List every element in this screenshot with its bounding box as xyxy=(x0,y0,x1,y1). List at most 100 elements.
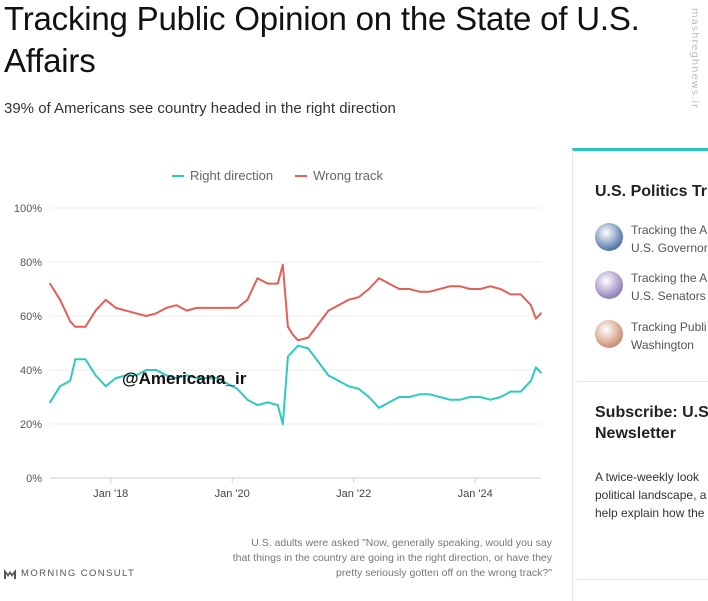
data-point xyxy=(357,296,360,298)
data-point xyxy=(84,358,87,361)
line-chart: 0% 20% 40% 60% 80% 100% Jan '18 Jan '20 Jan '22 J… xyxy=(14,203,542,500)
legend-item-right-direction[interactable]: Right direction xyxy=(172,168,273,183)
data-point xyxy=(327,374,330,377)
brand-logo[interactable]: MORNING CONSULT xyxy=(4,568,135,579)
data-point xyxy=(185,374,188,377)
data-point xyxy=(69,320,72,323)
y-tick-label: 40% xyxy=(20,365,42,377)
sidebar-item-title[interactable]: Tracking Publi xyxy=(631,320,707,334)
side-watermark: mashreghnews.ir xyxy=(689,8,700,110)
data-point xyxy=(459,285,461,288)
data-point xyxy=(226,382,229,385)
sidebar-item-subtitle: Washington xyxy=(631,338,694,352)
newsletter-text-line: help explain how the xyxy=(595,506,705,520)
data-point xyxy=(281,263,284,266)
data-point xyxy=(398,396,401,398)
data-point xyxy=(206,307,208,309)
legend-swatch-icon xyxy=(295,174,308,177)
y-tick-label: 80% xyxy=(20,257,42,269)
legend-label: Right direction xyxy=(190,168,274,183)
data-point xyxy=(69,379,72,382)
data-point xyxy=(357,388,360,390)
series-line-wrong-track xyxy=(49,263,542,342)
data-point xyxy=(266,401,269,404)
data-point xyxy=(449,398,451,401)
data-point xyxy=(195,377,198,379)
data-point xyxy=(418,290,421,293)
data-point xyxy=(428,290,431,293)
data-point xyxy=(287,325,289,328)
data-point xyxy=(165,374,168,377)
data-point xyxy=(307,347,310,350)
data-point xyxy=(469,396,471,398)
sidebar-item-senators[interactable]: Tracking the A U.S. Senators xyxy=(595,269,707,305)
newsletter-text-line: political landscape, a xyxy=(595,488,707,502)
data-point xyxy=(206,377,208,379)
data-point xyxy=(185,309,188,312)
data-point xyxy=(489,285,492,288)
newsletter-description: A twice-weekly look political landscape,… xyxy=(595,468,706,522)
sidebar-item-text: Tracking the A U.S. Governor xyxy=(631,221,708,257)
data-point xyxy=(175,304,178,307)
data-point xyxy=(408,396,411,398)
data-point xyxy=(509,390,512,393)
chart-panel: 0% 20% 40% 60% 80% 100% Jan '18 Jan '20 Jan '22 J… xyxy=(0,148,563,598)
data-point xyxy=(236,388,239,390)
data-point xyxy=(246,298,249,301)
data-point xyxy=(297,339,299,342)
data-point xyxy=(388,282,390,285)
x-tick-label: Jan '22 xyxy=(336,488,371,500)
y-tick-label: 100% xyxy=(14,203,42,215)
data-point xyxy=(135,374,138,377)
newsletter-title-line: Newsletter xyxy=(595,425,676,442)
data-point xyxy=(540,312,542,315)
data-point xyxy=(155,369,158,371)
data-point xyxy=(509,293,512,296)
data-point xyxy=(281,423,284,425)
data-point xyxy=(535,317,537,320)
x-tick-label: Jan '18 xyxy=(93,488,128,500)
data-point xyxy=(337,304,340,307)
data-point xyxy=(418,393,421,396)
data-point xyxy=(175,377,178,379)
y-tick-label: 0% xyxy=(26,473,42,485)
sidebar-item-title[interactable]: Tracking the A xyxy=(631,223,708,237)
data-point xyxy=(535,366,537,369)
legend-item-wrong-track[interactable]: Wrong track xyxy=(295,168,383,183)
data-point xyxy=(479,396,482,398)
newsletter-card: Subscribe: U.S Newsletter A twice-weekly… xyxy=(577,381,708,520)
data-point xyxy=(256,277,259,280)
data-point xyxy=(428,393,431,396)
data-point xyxy=(276,282,279,285)
data-point xyxy=(74,358,77,361)
sidebar-item-text: Tracking Publi Washington xyxy=(631,318,707,354)
portrait-icon xyxy=(595,320,623,348)
data-point xyxy=(292,350,294,352)
data-point xyxy=(530,379,532,382)
data-point xyxy=(408,288,411,290)
data-point xyxy=(195,307,198,309)
data-point xyxy=(540,371,542,374)
data-point xyxy=(449,285,451,288)
data-point xyxy=(499,288,502,290)
data-point xyxy=(388,401,390,404)
sidebar-item-washington[interactable]: Tracking Publi Washington xyxy=(595,318,707,354)
data-point xyxy=(297,344,299,347)
data-point xyxy=(49,401,51,404)
y-tick-label: 60% xyxy=(20,311,42,323)
chart-watermark: @Americana_ir xyxy=(122,369,247,388)
sidebar-item-title[interactable]: Tracking the A xyxy=(631,271,708,285)
sidebar-item-subtitle: U.S. Governor xyxy=(631,241,708,255)
data-point xyxy=(216,307,218,309)
newsletter-title[interactable]: Subscribe: U.S Newsletter xyxy=(595,402,708,444)
data-point xyxy=(398,288,401,290)
y-tick-label: 20% xyxy=(20,419,42,431)
data-point xyxy=(226,307,229,309)
data-point xyxy=(145,369,148,371)
data-point xyxy=(368,288,370,290)
sidebar-item-governors[interactable]: Tracking the A U.S. Governor xyxy=(595,221,708,257)
data-point xyxy=(499,396,502,398)
legend-swatch-icon xyxy=(172,174,184,177)
data-point xyxy=(216,377,218,379)
brand-name: MORNING CONSULT xyxy=(21,568,136,579)
